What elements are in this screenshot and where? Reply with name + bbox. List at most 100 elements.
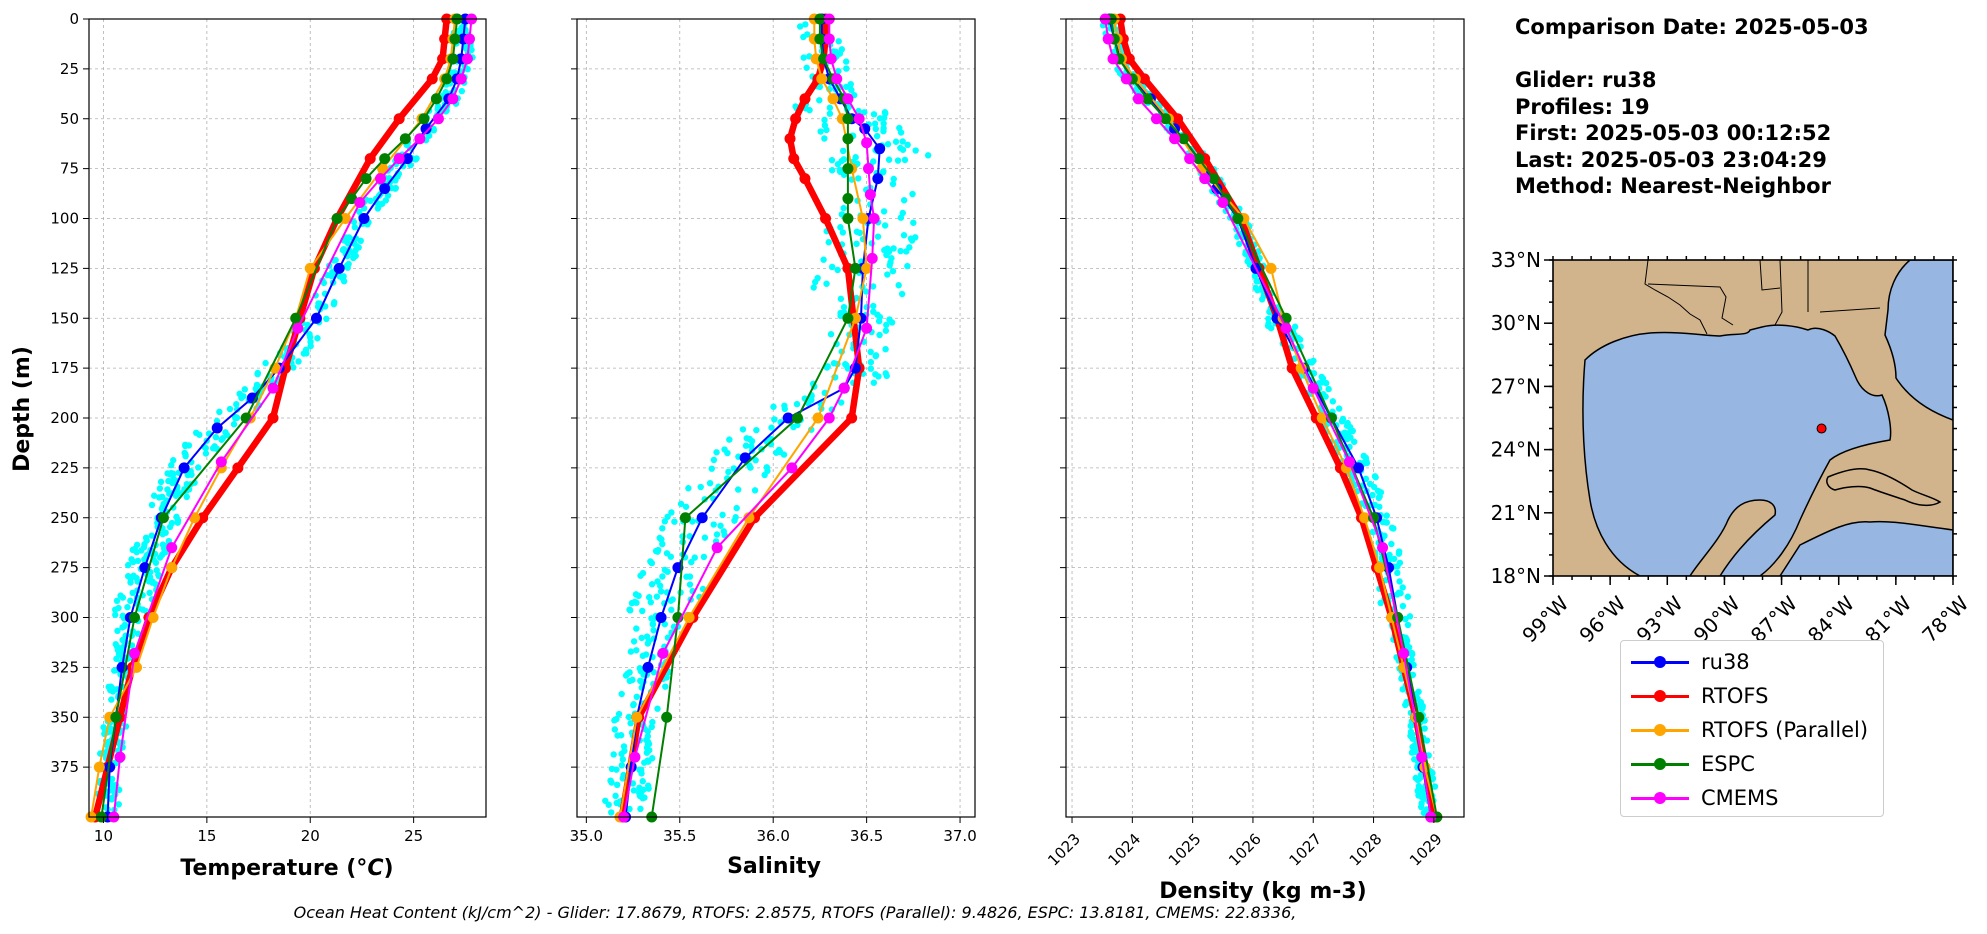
salinity-glider-point — [734, 486, 742, 493]
salinity-glider-point — [649, 621, 657, 628]
depth-y-tick-label: 175 — [50, 359, 79, 377]
density-grid — [1066, 18, 1464, 817]
salinity-glider-point — [753, 426, 760, 434]
salinity-glider-point — [691, 554, 698, 561]
temperature-glider-point — [182, 452, 189, 460]
temperature-point-rtofs — [267, 412, 279, 424]
salinity-point-cmems — [838, 382, 850, 394]
salinity-glider-point — [708, 465, 715, 472]
salinity-glider-point — [638, 634, 645, 642]
salinity-glider-point — [899, 138, 906, 145]
salinity-glider-point — [874, 233, 882, 240]
temperature-glider-point — [138, 547, 145, 554]
density-point-rtofs-parallel — [1316, 412, 1328, 424]
temperature-point-cmems — [215, 456, 227, 468]
salinity-glider-point — [861, 109, 868, 116]
salinity-glider-point — [871, 120, 879, 127]
salinity-glider-point — [910, 219, 917, 226]
map-lon-label: 78°W — [1917, 591, 1973, 647]
legend-item-espc: ESPC — [1631, 750, 1755, 778]
temperature-point-cmems — [375, 173, 387, 185]
salinity-x-ticks: 35.0 35.5 36.0 36.5 37.0 — [570, 817, 977, 845]
salinity-point-cmems — [823, 33, 835, 45]
salinity-glider-point — [713, 449, 720, 456]
salinity-glider-point — [901, 156, 909, 164]
salinity-glider-point — [840, 303, 848, 311]
temperature-point-ru38 — [420, 123, 432, 135]
salinity-glider-point — [633, 693, 641, 701]
temperature-glider-point — [148, 501, 156, 509]
salinity-glider-point — [897, 247, 904, 255]
temperature-glider-point — [332, 256, 339, 264]
legend-swatch — [1631, 648, 1689, 676]
salinity-glider-point — [732, 514, 739, 521]
salinity-glider-point — [892, 138, 900, 145]
salinity-glider-point — [700, 553, 708, 561]
temperature-point-espc — [240, 412, 252, 424]
salinity-glider-point — [626, 805, 633, 813]
salinity-point-espc — [849, 262, 861, 274]
density-glider-point — [1382, 519, 1390, 526]
salinity-glider-point — [621, 747, 628, 755]
temperature-glider-point — [314, 335, 321, 342]
temperature-point-espc — [290, 312, 302, 324]
density-glider-point — [1404, 621, 1412, 629]
temperature-point-espc — [128, 612, 140, 623]
density-point-cmems — [1199, 173, 1211, 185]
temperature-point-ru38 — [358, 213, 370, 224]
density-point-espc — [1392, 612, 1404, 623]
temperature-point-rtofs-parallel — [304, 262, 316, 274]
legend-label: RTOFS — [1701, 684, 1769, 708]
temperature-glider-point — [384, 192, 392, 199]
temperature-point-ru38 — [104, 761, 116, 773]
salinity-glider-point — [775, 446, 783, 454]
density-glider-point — [1329, 398, 1337, 405]
salinity-glider-point — [686, 573, 694, 580]
salinity-glider-point — [689, 518, 696, 525]
salinity-glider-point — [647, 599, 655, 606]
salinity-point-ru38 — [696, 512, 708, 524]
temperature-glider-point — [355, 244, 362, 251]
legend-swatch — [1631, 682, 1689, 710]
salinity-glider-point — [726, 436, 733, 443]
salinity-point-rtofs — [790, 113, 802, 125]
salinity-glider-point — [853, 240, 860, 248]
salinity-glider-point — [605, 801, 612, 808]
salinity-glider-point — [627, 648, 635, 655]
salinity-point-cmems — [868, 213, 880, 224]
salinity-point-ru38 — [874, 143, 886, 155]
density-glider-point — [1325, 385, 1332, 393]
salinity-glider-point — [644, 741, 652, 748]
salinity-glider-point — [685, 485, 692, 492]
salinity-point-rtofs — [846, 412, 858, 424]
map-lon-label: 81°W — [1860, 591, 1916, 647]
temperature-glider-point — [139, 606, 147, 613]
salinity-grid — [577, 18, 975, 817]
salinity-glider-point — [710, 456, 718, 464]
salinity-point-cmems — [866, 252, 878, 264]
temperature-point-rtofs — [393, 113, 405, 125]
density-glider-point — [1318, 373, 1325, 381]
temperature-point-espc — [399, 133, 411, 145]
density-glider-point — [1418, 803, 1425, 811]
map-lon-label: 90°W — [1689, 591, 1745, 647]
salinity-glider-point — [620, 771, 627, 779]
temperature-point-ru38 — [178, 462, 190, 474]
temperature-glider-point — [174, 517, 182, 524]
temperature-point-ru38 — [310, 312, 322, 324]
salinity-glider-point — [867, 365, 875, 372]
salinity-glider-point — [706, 479, 714, 487]
salinity-point-espc — [842, 163, 854, 175]
temperature-glider-point — [119, 636, 126, 644]
salinity-glider-point — [839, 147, 847, 155]
salinity-glider-point — [828, 156, 836, 164]
salinity-glider-point — [641, 759, 648, 766]
salinity-point-ru38 — [739, 452, 751, 464]
legend-swatch — [1631, 750, 1689, 778]
temperature-point-cmems — [267, 382, 279, 394]
depth-y-tick-label: 0 — [69, 10, 79, 28]
density-point-cmems — [1416, 751, 1428, 763]
depth-y-tick-label: 375 — [50, 758, 79, 776]
salinity-glider-point — [884, 140, 892, 148]
salinity-point-cmems — [629, 751, 641, 763]
